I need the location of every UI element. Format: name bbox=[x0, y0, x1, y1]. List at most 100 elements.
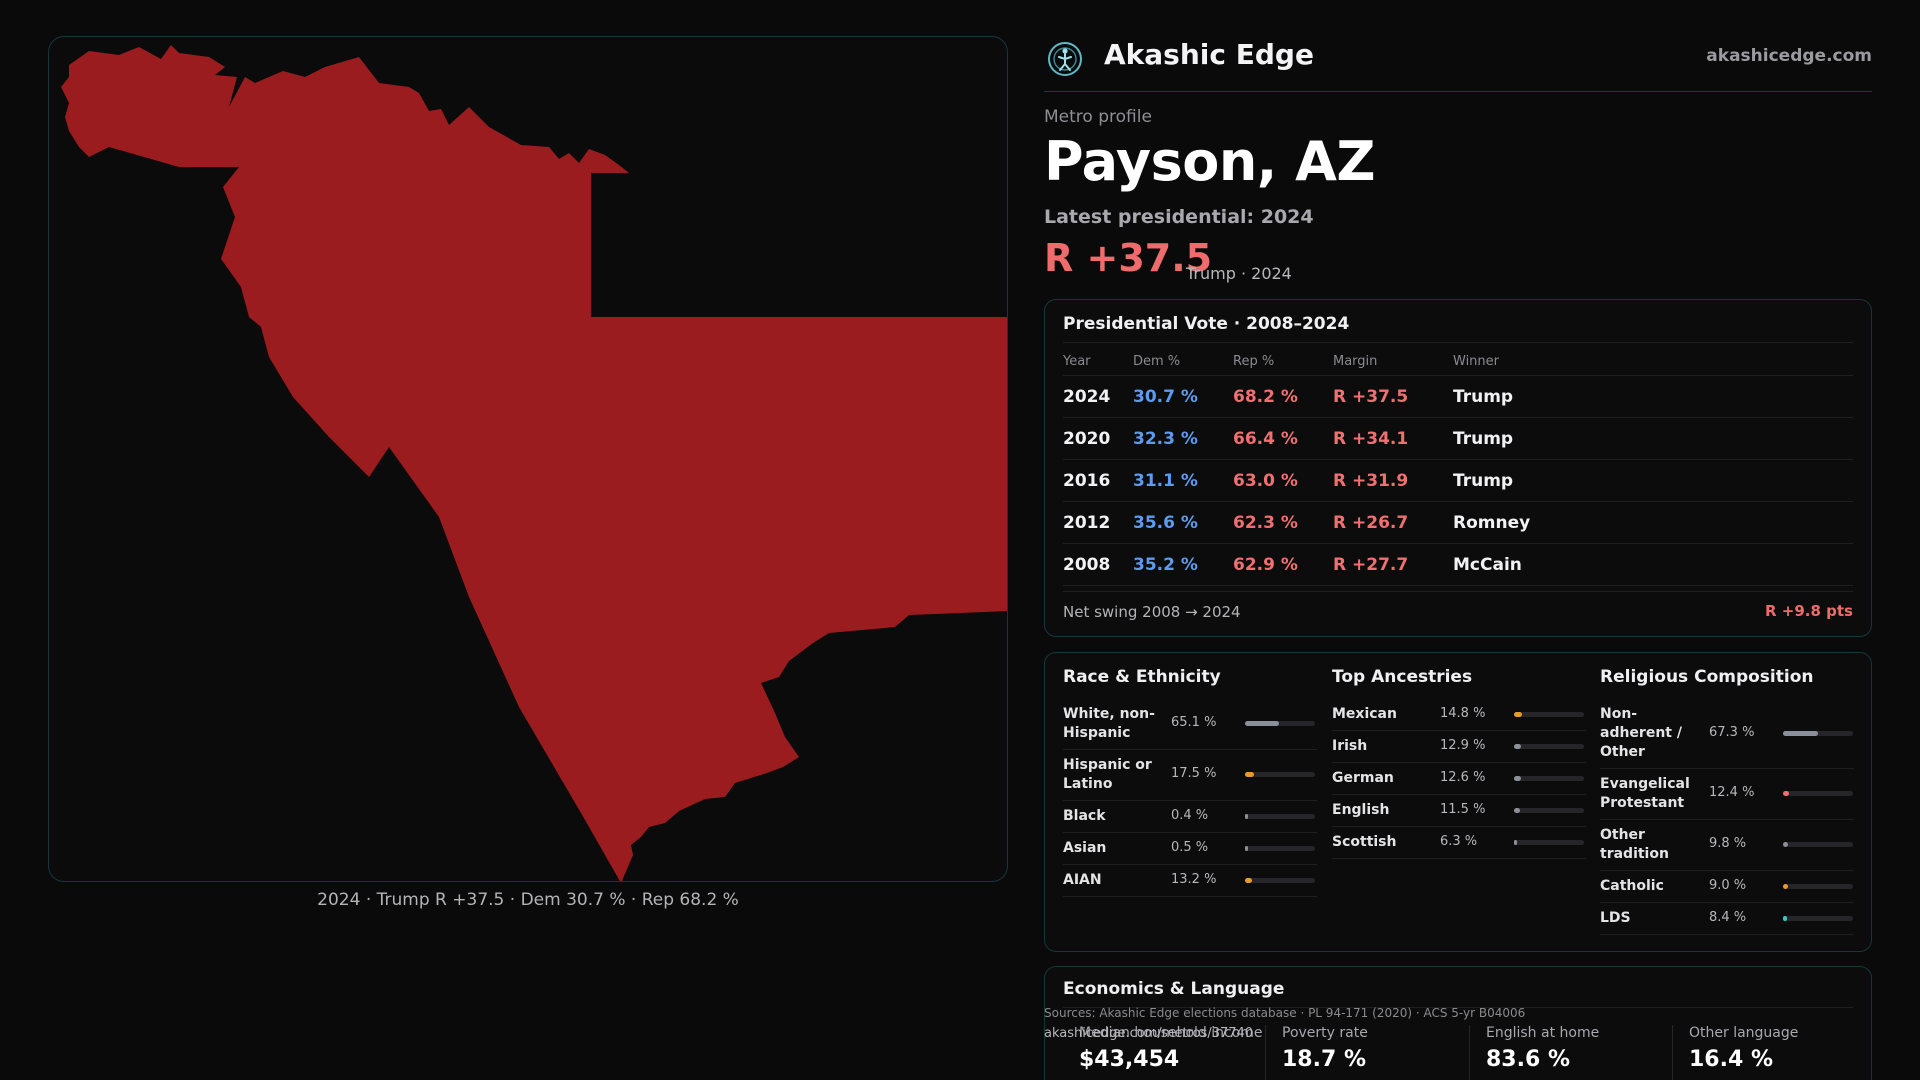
econ-value: $43,454 bbox=[1079, 1047, 1180, 1072]
item-percent: 0.4 % bbox=[1171, 807, 1209, 823]
ancestry-section-title: Top Ancestries bbox=[1332, 667, 1473, 687]
item-label: Catholic bbox=[1600, 878, 1664, 894]
item-percent: 11.5 % bbox=[1440, 801, 1486, 817]
latest-election-label: Latest presidential: 2024 bbox=[1044, 206, 1314, 228]
item-bar-fill bbox=[1245, 721, 1279, 726]
item-percent: 13.2 % bbox=[1171, 871, 1217, 887]
item-bar-fill bbox=[1783, 791, 1790, 796]
table-row: 2012 35.6 % 62.3 % R +26.7 Romney bbox=[1063, 502, 1853, 544]
item-bar-fill bbox=[1245, 877, 1252, 883]
row-year: 2024 bbox=[1063, 387, 1111, 407]
page-url-link[interactable]: akashicedge.com/metros/37740 bbox=[1044, 1026, 1254, 1041]
row-winner: Trump bbox=[1453, 387, 1514, 407]
brand-site-link[interactable]: akashicedge.com bbox=[1706, 46, 1872, 66]
page-title: Payson, AZ bbox=[1044, 130, 1376, 193]
row-year: 2008 bbox=[1063, 555, 1111, 575]
item-bar-fill bbox=[1514, 775, 1521, 781]
item-label: Black bbox=[1063, 808, 1106, 824]
item-label: Other tradition bbox=[1600, 827, 1669, 862]
race-section-title: Race & Ethnicity bbox=[1063, 667, 1221, 687]
item-bar bbox=[1783, 730, 1853, 736]
item-percent: 12.6 % bbox=[1440, 769, 1486, 785]
economics-card: Economics & Language Median household in… bbox=[1044, 966, 1872, 1080]
item-bar bbox=[1783, 883, 1853, 889]
item-bar-fill bbox=[1245, 845, 1248, 851]
econ-english: English at home 83.6 % bbox=[1486, 1025, 1676, 1072]
table-row: 2020 32.3 % 66.4 % R +34.1 Trump bbox=[1063, 418, 1853, 460]
brand-name[interactable]: Akashic Edge bbox=[1104, 38, 1314, 71]
profile-eyebrow: Metro profile bbox=[1044, 107, 1152, 127]
item-percent: 8.4 % bbox=[1709, 909, 1747, 925]
list-item: White, non-Hispanic 65.1 % bbox=[1063, 699, 1317, 750]
row-year: 2020 bbox=[1063, 429, 1111, 449]
presidential-vote-card: Presidential Vote · 2008–2024 Year Dem %… bbox=[1044, 299, 1872, 637]
list-item: Non-adherent / Other 67.3 % bbox=[1600, 699, 1854, 769]
row-winner: Trump bbox=[1453, 471, 1514, 491]
row-rep: 62.3 % bbox=[1233, 513, 1298, 533]
econ-label: Poverty rate bbox=[1282, 1025, 1368, 1041]
list-item: Irish 12.9 % bbox=[1332, 731, 1586, 763]
row-rep: 66.4 % bbox=[1233, 429, 1298, 449]
item-bar-fill bbox=[1783, 842, 1789, 847]
globe-figure-icon[interactable] bbox=[1046, 40, 1084, 78]
list-item: Other tradition 9.8 % bbox=[1600, 820, 1854, 871]
row-margin: R +37.5 bbox=[1333, 387, 1409, 407]
col-winner: Winner bbox=[1453, 354, 1500, 369]
item-label: English bbox=[1332, 802, 1390, 818]
net-swing-value: R +9.8 pts bbox=[1765, 602, 1853, 620]
item-bar bbox=[1245, 845, 1315, 851]
map-caption: 2024 · Trump R +37.5 · Dem 30.7 % · Rep … bbox=[317, 890, 739, 910]
net-swing: Net swing 2008 → 2024 R +9.8 pts bbox=[1063, 591, 1853, 621]
race-ethnicity-section: Race & Ethnicity White, non-Hispanic 65.1… bbox=[1063, 667, 1317, 897]
list-item: LDS 8.4 % bbox=[1600, 903, 1854, 935]
item-label: German bbox=[1332, 770, 1394, 786]
econ-other-language: Other language 16.4 % bbox=[1689, 1025, 1879, 1072]
demographics-card: Race & Ethnicity White, non-Hispanic 65.1… bbox=[1044, 652, 1872, 952]
item-bar bbox=[1514, 839, 1584, 845]
table-row: 2016 31.1 % 63.0 % R +31.9 Trump bbox=[1063, 460, 1853, 502]
list-item: Mexican 14.8 % bbox=[1332, 699, 1586, 731]
col-rep: Rep % bbox=[1233, 354, 1275, 369]
item-bar bbox=[1245, 813, 1315, 819]
econ-value: 16.4 % bbox=[1689, 1047, 1773, 1072]
table-row: 2024 30.7 % 68.2 % R +37.5 Trump bbox=[1063, 376, 1853, 418]
county-shape[interactable] bbox=[61, 45, 1008, 882]
item-bar bbox=[1245, 721, 1315, 726]
item-bar bbox=[1783, 791, 1853, 796]
list-item: Black 0.4 % bbox=[1063, 801, 1317, 833]
item-bar bbox=[1783, 842, 1853, 847]
item-bar bbox=[1514, 807, 1584, 813]
item-label: White, non-Hispanic bbox=[1063, 706, 1155, 741]
row-year: 2012 bbox=[1063, 513, 1111, 533]
row-margin: R +31.9 bbox=[1333, 471, 1409, 491]
item-label: Evangelical Protestant bbox=[1600, 776, 1690, 811]
item-bar-fill bbox=[1514, 839, 1518, 845]
item-label: Asian bbox=[1063, 840, 1107, 856]
item-percent: 0.5 % bbox=[1171, 839, 1209, 855]
ancestries-section: Top Ancestries Mexican 14.8 % Irish 12.9 % G… bbox=[1332, 667, 1586, 859]
row-winner: McCain bbox=[1453, 555, 1522, 575]
item-percent: 6.3 % bbox=[1440, 833, 1478, 849]
econ-value: 83.6 % bbox=[1486, 1047, 1570, 1072]
item-label: Hispanic or Latino bbox=[1063, 757, 1152, 792]
econ-label: Other language bbox=[1689, 1025, 1799, 1041]
item-bar-fill bbox=[1783, 915, 1788, 921]
row-year: 2016 bbox=[1063, 471, 1111, 491]
list-item: German 12.6 % bbox=[1332, 763, 1586, 795]
item-bar-fill bbox=[1514, 807, 1520, 813]
item-bar-fill bbox=[1783, 730, 1818, 736]
row-margin: R +34.1 bbox=[1333, 429, 1409, 449]
item-percent: 65.1 % bbox=[1171, 715, 1217, 730]
item-label: Scottish bbox=[1332, 834, 1397, 850]
item-label: Mexican bbox=[1332, 706, 1397, 722]
latest-margin-sub: Trump · 2024 bbox=[1186, 264, 1292, 283]
list-item: English 11.5 % bbox=[1332, 795, 1586, 827]
map-panel bbox=[48, 36, 1008, 882]
list-item: Scottish 6.3 % bbox=[1332, 827, 1586, 859]
row-dem: 30.7 % bbox=[1133, 387, 1198, 407]
row-dem: 32.3 % bbox=[1133, 429, 1198, 449]
row-rep: 63.0 % bbox=[1233, 471, 1298, 491]
econ-poverty: Poverty rate 18.7 % bbox=[1282, 1025, 1472, 1072]
row-winner: Trump bbox=[1453, 429, 1514, 449]
net-swing-label: Net swing 2008 → 2024 bbox=[1063, 603, 1241, 621]
